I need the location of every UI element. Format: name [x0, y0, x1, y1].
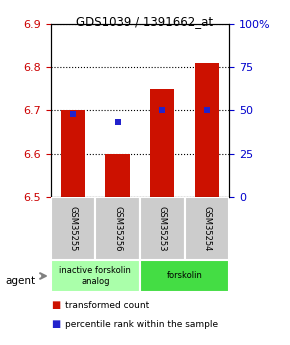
Bar: [105, 154, 130, 197]
Bar: [140, 260, 229, 292]
Text: forskolin: forskolin: [166, 272, 202, 280]
Text: agent: agent: [6, 276, 36, 286]
Bar: [184, 197, 229, 260]
Text: inactive forskolin
analog: inactive forskolin analog: [59, 266, 131, 286]
Text: transformed count: transformed count: [65, 301, 150, 310]
Bar: [61, 110, 85, 197]
Bar: [150, 89, 175, 197]
Text: percentile rank within the sample: percentile rank within the sample: [65, 320, 218, 329]
Text: ■: ■: [51, 319, 60, 329]
Text: GSM35253: GSM35253: [158, 206, 167, 251]
Bar: [51, 260, 140, 292]
Bar: [95, 197, 140, 260]
Bar: [195, 63, 219, 197]
Text: GSM35254: GSM35254: [202, 206, 211, 251]
Bar: [51, 197, 95, 260]
Bar: [140, 197, 184, 260]
Text: ■: ■: [51, 300, 60, 310]
Text: GSM35256: GSM35256: [113, 206, 122, 251]
Text: GSM35255: GSM35255: [68, 206, 77, 251]
Text: GDS1039 / 1391662_at: GDS1039 / 1391662_at: [77, 16, 213, 29]
